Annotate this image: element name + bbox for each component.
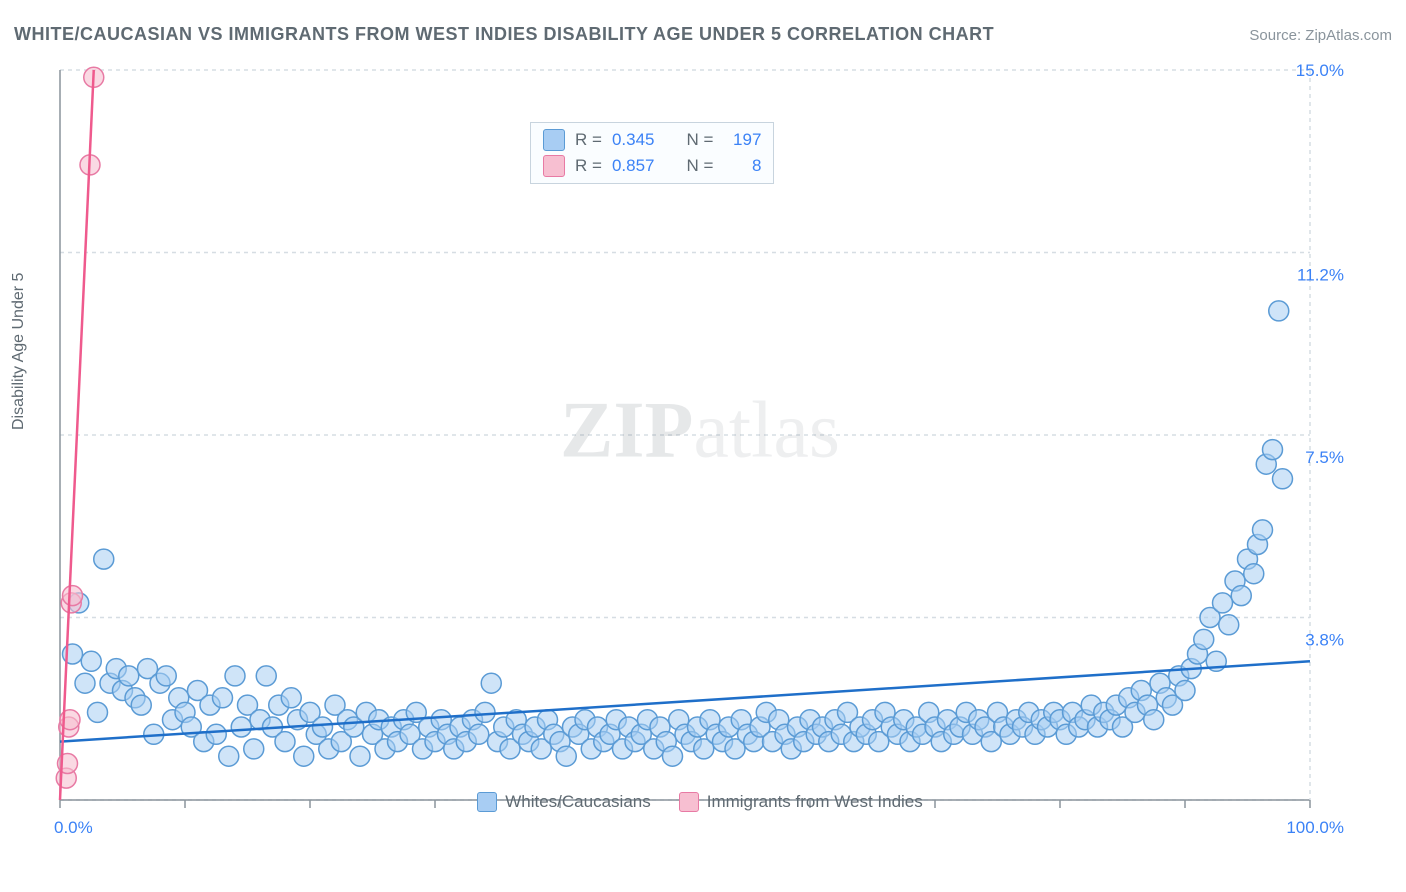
svg-text:11.2%: 11.2% xyxy=(1297,265,1344,284)
legend-label: Immigrants from West Indies xyxy=(707,792,923,812)
legend-label: Whites/Caucasians xyxy=(505,792,651,812)
n-label: N = xyxy=(686,130,713,150)
source-value: ZipAtlas.com xyxy=(1305,27,1392,44)
x-axis-max-label: 100.0% xyxy=(1286,818,1344,838)
source-label: Source: ZipAtlas.com xyxy=(1249,27,1392,44)
svg-text:7.5%: 7.5% xyxy=(1305,448,1344,467)
series-legend-item: Immigrants from West Indies xyxy=(679,792,923,812)
r-label: R = xyxy=(575,130,602,150)
legend-swatch xyxy=(543,155,565,177)
n-value: 8 xyxy=(723,156,761,176)
n-value: 197 xyxy=(723,130,761,150)
svg-text:3.8%: 3.8% xyxy=(1305,630,1344,649)
correlation-legend: R = 0.345 N = 197 R = 0.857 N = 8 xyxy=(530,122,774,184)
correlation-legend-row: R = 0.857 N = 8 xyxy=(543,153,761,179)
legend-swatch xyxy=(543,129,565,151)
x-axis-min-label: 0.0% xyxy=(54,818,93,838)
svg-text:15.0%: 15.0% xyxy=(1296,61,1344,80)
plot-area: 15.0%11.2%7.5%3.8% ZIPatlas R =0.345N =1… xyxy=(50,60,1350,820)
series-legend: Whites/Caucasians Immigrants from West In… xyxy=(50,792,1350,812)
source-prefix: Source: xyxy=(1249,27,1305,44)
title-bar: WHITE/CAUCASIAN VS IMMIGRANTS FROM WEST … xyxy=(14,24,1392,45)
legend-swatch xyxy=(679,792,699,812)
y-axis-label: Disability Age Under 5 xyxy=(10,273,28,430)
correlation-legend-row: R = 0.345 N = 197 xyxy=(543,127,761,153)
n-label: N = xyxy=(686,156,713,176)
r-label: R = xyxy=(575,156,602,176)
r-value: 0.345 xyxy=(612,130,655,150)
chart-title: WHITE/CAUCASIAN VS IMMIGRANTS FROM WEST … xyxy=(14,24,994,45)
series-legend-item: Whites/Caucasians xyxy=(477,792,651,812)
legend-swatch xyxy=(477,792,497,812)
r-value: 0.857 xyxy=(612,156,655,176)
